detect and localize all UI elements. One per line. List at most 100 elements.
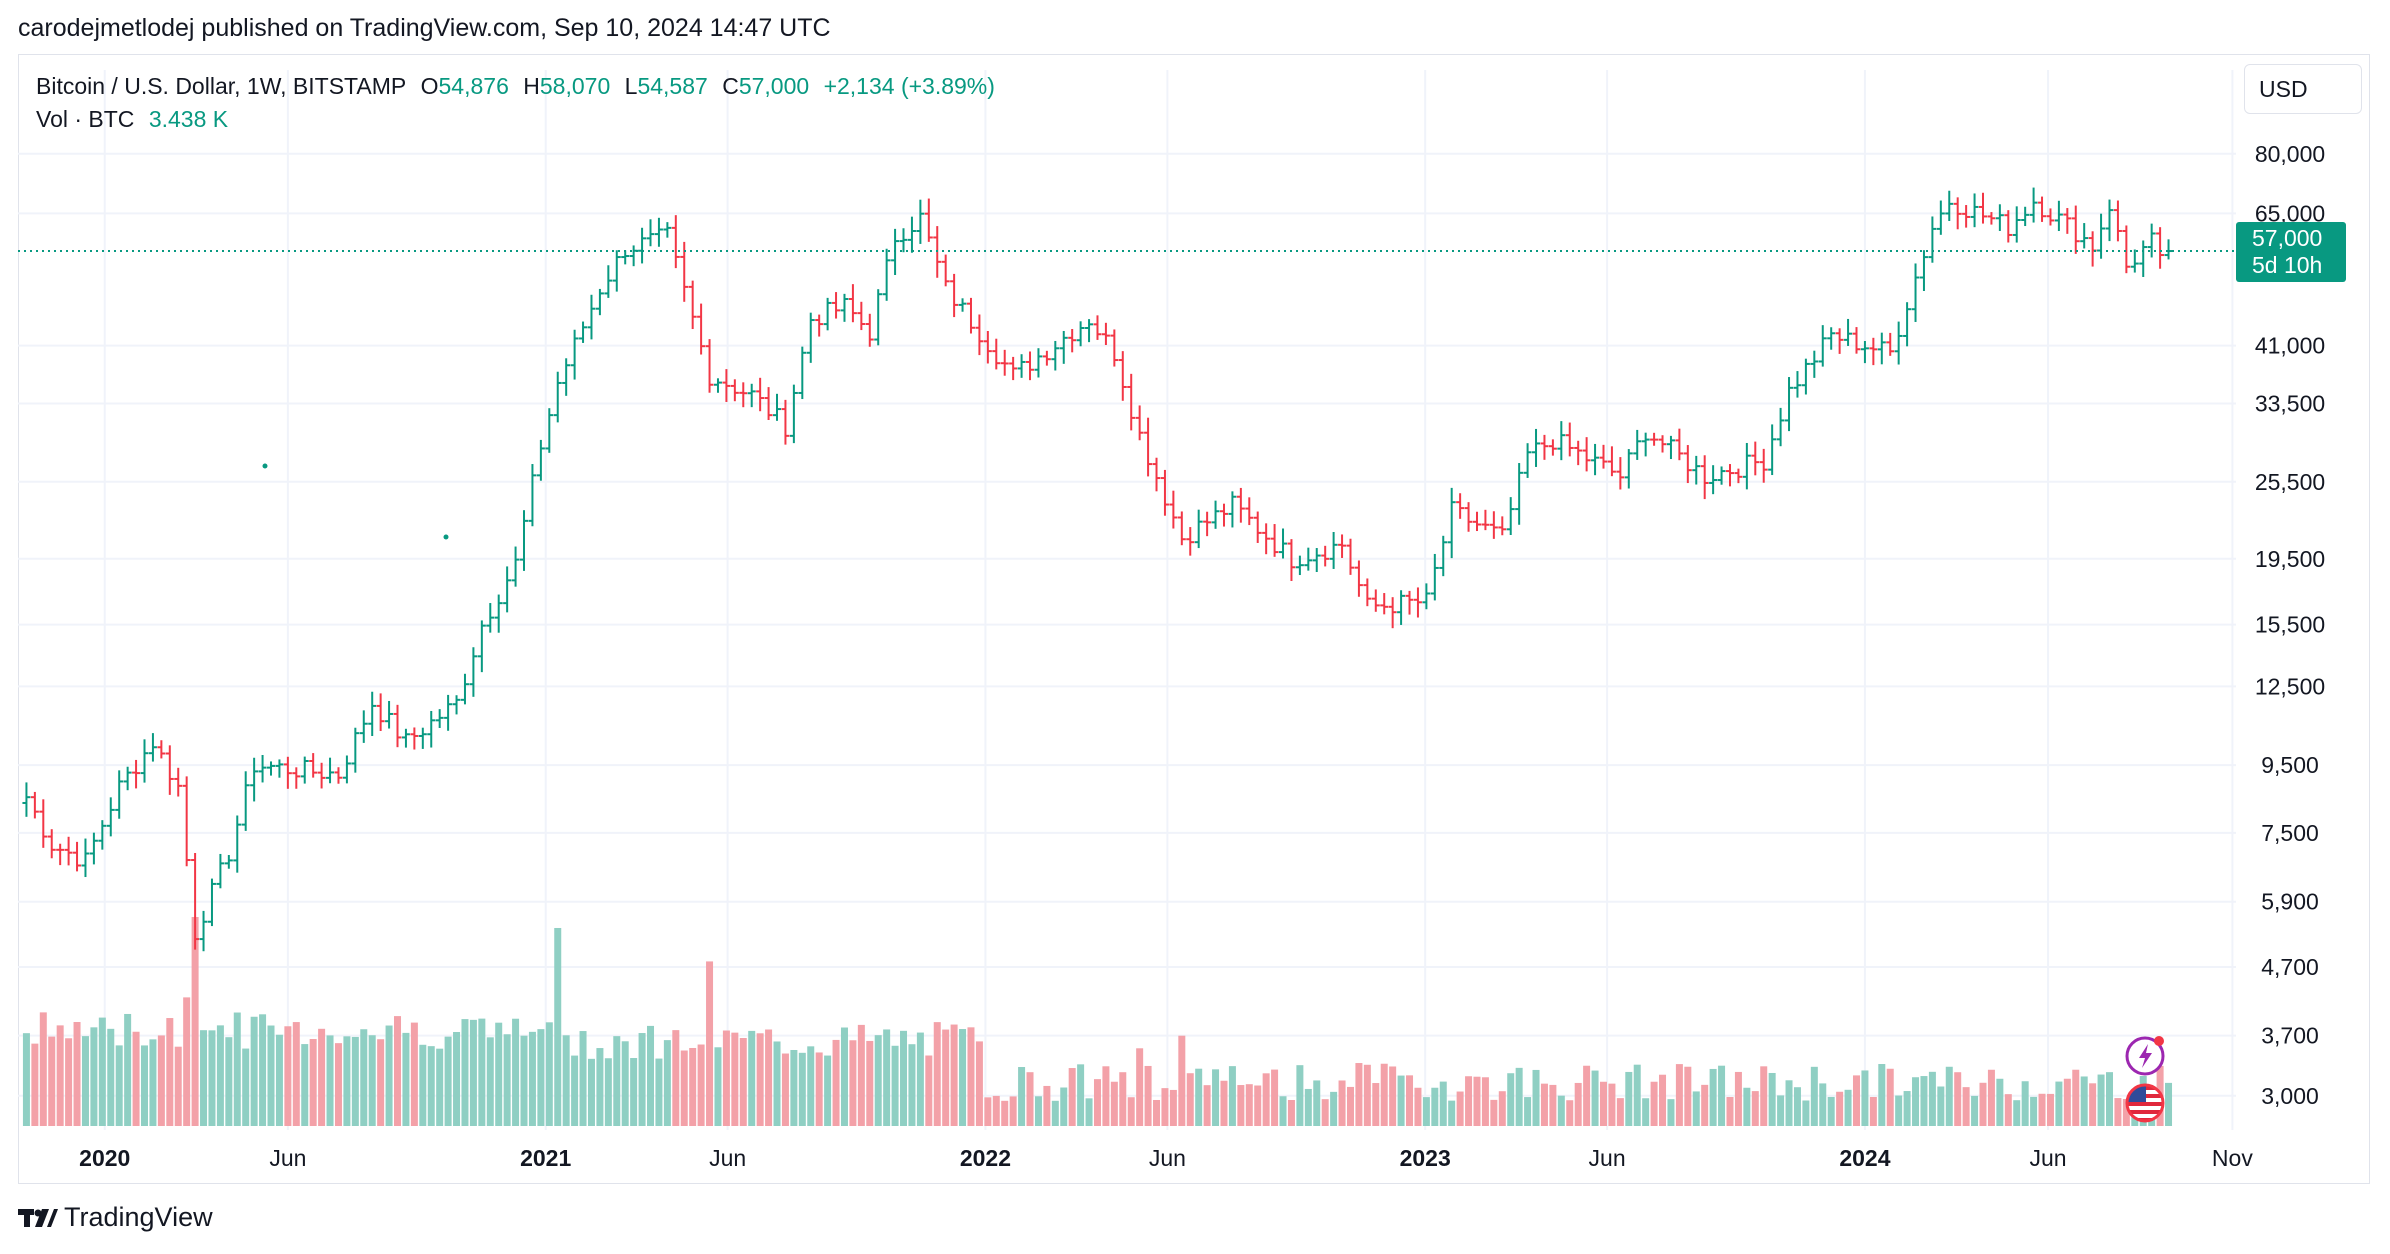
ohlc-bar xyxy=(89,832,98,865)
ohlc-bar xyxy=(477,620,486,673)
price-tick-label: 3,700 xyxy=(2261,1023,2319,1049)
volume-bar xyxy=(132,1031,140,1126)
volume-bar xyxy=(1254,1085,1262,1126)
volume-bar xyxy=(1153,1099,1161,1126)
ohlc-bar xyxy=(1650,432,1659,446)
volume-bar xyxy=(571,1055,579,1126)
volume-bar xyxy=(419,1044,427,1126)
volume-bar xyxy=(157,1035,165,1126)
volume-bar xyxy=(512,1018,520,1126)
ohlc-bar xyxy=(250,757,259,802)
ohlc-bar xyxy=(1430,553,1439,601)
ohlc-bar xyxy=(342,755,351,784)
volume-bar xyxy=(1709,1068,1717,1126)
ohlc-bar xyxy=(1995,204,2004,231)
ohlc-bar xyxy=(351,727,360,773)
volume-bar xyxy=(1220,1080,1228,1126)
ohlc-bar xyxy=(1515,463,1524,525)
ohlc-bar xyxy=(2021,206,2030,227)
volume-bar xyxy=(1743,1087,1751,1126)
volume-bar xyxy=(1161,1088,1169,1126)
ohlc-bar xyxy=(1110,329,1119,367)
ohlc-bar xyxy=(1498,516,1507,536)
ohlc-bar xyxy=(1329,531,1338,569)
volume-bar xyxy=(925,1055,933,1126)
volume-bar xyxy=(486,1037,494,1126)
ohlc-bar xyxy=(1548,439,1557,456)
ohlc-bar xyxy=(1987,212,1996,225)
volume-bar xyxy=(950,1024,958,1126)
volume-bar xyxy=(1819,1083,1827,1126)
volume-bar xyxy=(1093,1079,1101,1126)
ohlc-bar xyxy=(2147,223,2156,258)
volume-bar xyxy=(1912,1077,1920,1126)
symbol-title[interactable]: Bitcoin / U.S. Dollar, 1W, BITSTAMP xyxy=(36,73,407,99)
volume-bar xyxy=(1608,1083,1616,1126)
ohlc-bar xyxy=(1835,328,1844,354)
ohlc-bar xyxy=(1860,340,1869,364)
ohlc-bar xyxy=(697,303,706,355)
volume-bar xyxy=(1304,1088,1312,1126)
volume-bar xyxy=(2021,1081,2029,1126)
ohlc-bar xyxy=(1127,373,1136,431)
ohlc-bar xyxy=(1085,319,1094,343)
volume-bar xyxy=(1321,1099,1329,1126)
volume-bar xyxy=(1397,1075,1405,1126)
ohlc-bar xyxy=(1557,421,1566,461)
ohlc-bar xyxy=(1751,441,1760,476)
volume-bar xyxy=(1962,1087,1970,1126)
volume-bar xyxy=(1633,1064,1641,1126)
volume-bar xyxy=(1659,1074,1667,1126)
lightning-icon[interactable] xyxy=(2124,1032,2170,1078)
ohlc-bar xyxy=(1742,442,1751,490)
ohlc-bar xyxy=(1059,330,1068,364)
price-tick-label: 5,900 xyxy=(2261,889,2319,915)
volume-bar xyxy=(613,1036,621,1126)
volume-bar xyxy=(1996,1078,2004,1126)
volume-bar xyxy=(1338,1080,1346,1126)
volume-bar xyxy=(579,1031,587,1126)
volume-bar xyxy=(883,1029,891,1126)
tradingview-brand[interactable]: TradingView xyxy=(18,1202,213,1233)
volume-bar xyxy=(689,1047,697,1126)
ohlc-bar xyxy=(848,284,857,323)
volume-bar xyxy=(292,1022,300,1126)
chart-frame[interactable] xyxy=(18,54,2370,1184)
ohlc-bar xyxy=(553,371,562,423)
volume-bar xyxy=(1422,1097,1430,1126)
volume-bar xyxy=(1363,1064,1371,1126)
ohlc-bar xyxy=(1287,539,1296,581)
volume-bar xyxy=(739,1037,747,1126)
volume-bar xyxy=(1591,1070,1599,1126)
volume-bar xyxy=(1650,1081,1658,1126)
ohlc-bar xyxy=(241,771,250,831)
volume-bar xyxy=(1566,1100,1574,1126)
price-tick-label: 19,500 xyxy=(2255,546,2325,572)
currency-selector[interactable]: USD xyxy=(2244,64,2362,114)
ohlc-bar xyxy=(165,745,174,795)
volume-bar xyxy=(1827,1096,1835,1126)
ohlc-bar xyxy=(1953,197,1962,230)
ohlc-bar xyxy=(781,399,790,445)
time-tick-label: 2023 xyxy=(1400,1145,1451,1171)
time-tick-label: Jun xyxy=(1589,1145,1626,1171)
volume-bar xyxy=(275,1034,283,1126)
volume-bar xyxy=(385,1025,393,1126)
ohlc-bar xyxy=(1776,407,1785,447)
volume-bar xyxy=(1237,1085,1245,1126)
ohlc-bar xyxy=(2105,199,2114,242)
ohlc-bar xyxy=(233,815,242,873)
ohlc-bar xyxy=(123,766,132,791)
volume-bar xyxy=(2046,1093,2054,1126)
low-label: L xyxy=(624,73,638,99)
volume-bar xyxy=(1886,1068,1894,1126)
volume-bar xyxy=(453,1032,461,1126)
volume-bar xyxy=(916,1032,924,1126)
us-flag-icon[interactable] xyxy=(2124,1080,2170,1126)
volume-bar xyxy=(124,1013,132,1126)
ohlc-bar xyxy=(1810,350,1819,378)
volume-bar xyxy=(1414,1087,1422,1126)
volume-bar xyxy=(334,1043,342,1126)
volume-bar xyxy=(520,1035,528,1126)
